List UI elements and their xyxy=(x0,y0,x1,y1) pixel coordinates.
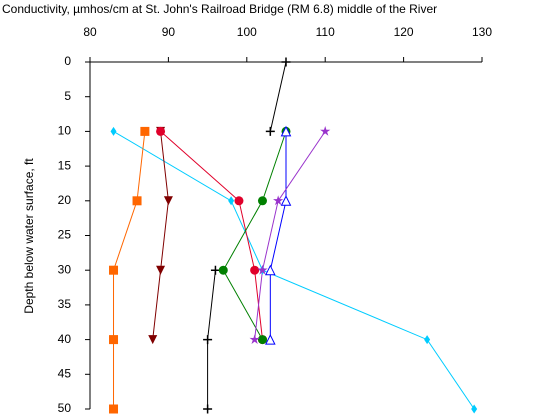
series-line xyxy=(254,131,326,340)
marker xyxy=(218,265,228,275)
marker xyxy=(203,404,213,414)
marker xyxy=(163,196,173,206)
marker xyxy=(156,126,166,136)
marker xyxy=(203,335,213,345)
marker xyxy=(132,196,142,206)
marker xyxy=(210,265,220,275)
marker xyxy=(273,195,284,206)
chart-title: Conductivity, µmhos/cm at St. John's Rai… xyxy=(2,2,437,16)
marker xyxy=(110,126,117,136)
series-line xyxy=(113,131,146,409)
x-tick-label: 90 xyxy=(162,25,176,39)
marker xyxy=(265,333,276,345)
marker xyxy=(471,404,478,414)
marker xyxy=(109,265,119,275)
marker xyxy=(109,335,119,345)
series-line xyxy=(269,131,287,340)
x-tick-label: 130 xyxy=(472,25,492,39)
series-line xyxy=(113,130,475,410)
x-tick-label: 110 xyxy=(316,25,335,39)
marker xyxy=(156,265,166,275)
marker xyxy=(265,126,275,136)
marker xyxy=(424,335,431,345)
marker xyxy=(249,334,260,344)
y-tick-label: 45 xyxy=(58,366,72,380)
y-tick-label: 35 xyxy=(58,297,72,311)
series-line xyxy=(152,131,169,340)
marker xyxy=(257,264,268,275)
marker xyxy=(250,265,260,275)
marker xyxy=(320,126,331,136)
y-tick-label: 0 xyxy=(64,54,71,68)
x-tick-label: 100 xyxy=(237,25,257,39)
marker xyxy=(257,196,267,206)
marker xyxy=(234,196,244,206)
marker xyxy=(281,57,291,67)
y-tick-label: 40 xyxy=(58,332,72,346)
marker xyxy=(265,264,276,276)
marker xyxy=(280,195,292,206)
marker xyxy=(228,196,235,206)
y-axis-label: Depth below water surface, ft xyxy=(22,158,36,314)
marker xyxy=(280,125,292,137)
y-tick-label: 25 xyxy=(58,228,72,242)
x-tick-label: 80 xyxy=(83,25,97,39)
y-tick-label: 10 xyxy=(58,124,72,138)
y-tick-label: 30 xyxy=(58,262,72,276)
marker xyxy=(257,335,267,345)
marker xyxy=(148,335,158,345)
y-tick-label: 20 xyxy=(58,193,72,207)
marker xyxy=(109,404,119,414)
y-tick-label: 5 xyxy=(64,89,71,103)
series-line xyxy=(222,131,287,340)
y-tick-label: 50 xyxy=(58,401,72,415)
marker xyxy=(140,126,150,136)
x-tick-label: 120 xyxy=(394,25,414,39)
y-tick-label: 15 xyxy=(58,158,72,172)
